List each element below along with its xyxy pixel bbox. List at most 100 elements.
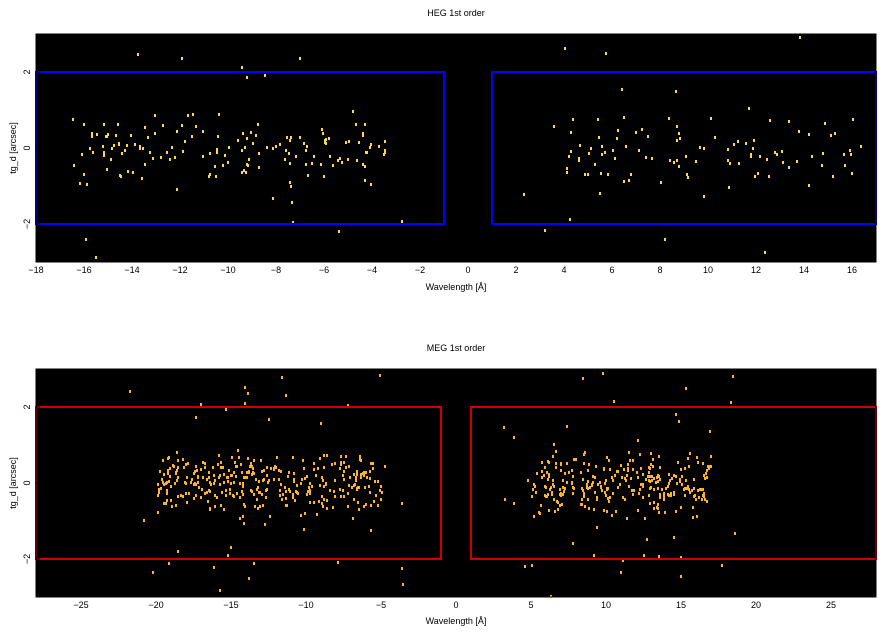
event-point bbox=[356, 487, 358, 490]
event-point bbox=[581, 503, 583, 506]
event-point bbox=[340, 495, 342, 498]
event-point bbox=[614, 157, 616, 160]
event-point bbox=[357, 501, 359, 504]
event-point bbox=[623, 116, 625, 119]
event-point bbox=[384, 140, 386, 143]
event-point bbox=[364, 123, 366, 126]
event-point bbox=[194, 482, 196, 485]
x-tick-label: 12 bbox=[751, 265, 761, 275]
event-point bbox=[348, 465, 350, 468]
event-point bbox=[348, 140, 350, 143]
event-point bbox=[642, 473, 644, 476]
event-point bbox=[213, 482, 215, 485]
event-point bbox=[604, 151, 606, 154]
event-point bbox=[630, 477, 632, 480]
event-point bbox=[834, 132, 836, 135]
event-point bbox=[695, 160, 697, 163]
event-point bbox=[212, 466, 214, 469]
event-point bbox=[581, 498, 583, 501]
event-point bbox=[547, 478, 549, 481]
event-point bbox=[573, 458, 575, 461]
event-point bbox=[72, 118, 74, 121]
event-point bbox=[157, 511, 159, 514]
event-point bbox=[113, 144, 115, 147]
event-point bbox=[568, 471, 570, 474]
event-point bbox=[81, 153, 83, 156]
event-point bbox=[663, 498, 665, 501]
event-point bbox=[208, 471, 210, 474]
event-point bbox=[139, 147, 141, 150]
event-point bbox=[644, 517, 646, 520]
x-tick-label: −14 bbox=[124, 265, 139, 275]
event-point bbox=[587, 469, 589, 472]
event-point bbox=[721, 564, 723, 567]
event-point bbox=[363, 474, 365, 477]
event-point bbox=[643, 554, 645, 557]
x-tick-label: 5 bbox=[528, 600, 533, 610]
event-point bbox=[566, 425, 568, 428]
event-point bbox=[710, 465, 712, 468]
event-point bbox=[843, 153, 845, 156]
event-point bbox=[673, 474, 675, 477]
event-point bbox=[562, 493, 564, 496]
event-point bbox=[601, 489, 603, 492]
event-point bbox=[218, 454, 220, 457]
event-point bbox=[260, 459, 262, 462]
event-point bbox=[229, 488, 231, 491]
event-point bbox=[181, 57, 183, 60]
x-tick-label: 10 bbox=[703, 265, 713, 275]
event-points bbox=[72, 36, 862, 259]
event-point bbox=[384, 465, 386, 468]
event-point bbox=[606, 456, 608, 459]
event-point bbox=[648, 494, 650, 497]
event-point bbox=[285, 504, 287, 507]
event-point bbox=[311, 162, 313, 165]
event-point bbox=[602, 372, 604, 375]
event-point bbox=[345, 466, 347, 469]
event-point bbox=[192, 113, 194, 116]
event-point bbox=[182, 150, 184, 153]
event-point bbox=[166, 151, 168, 154]
event-point bbox=[612, 149, 614, 152]
event-point bbox=[289, 181, 291, 184]
event-point bbox=[601, 153, 603, 156]
event-point bbox=[684, 494, 686, 497]
event-point bbox=[699, 488, 701, 491]
y-tick-label: 2 bbox=[22, 69, 32, 74]
y-tick-label: 2 bbox=[22, 404, 32, 409]
event-point bbox=[218, 113, 220, 116]
event-point bbox=[689, 452, 691, 455]
event-point bbox=[355, 476, 357, 479]
event-point bbox=[252, 467, 254, 470]
event-point bbox=[369, 146, 371, 149]
event-point bbox=[225, 489, 227, 492]
event-point bbox=[319, 484, 321, 487]
event-point bbox=[320, 163, 322, 166]
event-point bbox=[730, 401, 732, 404]
event-point bbox=[129, 390, 131, 393]
event-point bbox=[141, 177, 143, 180]
event-point bbox=[653, 477, 655, 480]
event-point bbox=[675, 413, 677, 416]
event-point bbox=[303, 142, 305, 145]
event-point bbox=[342, 489, 344, 492]
event-point bbox=[594, 163, 596, 166]
event-point bbox=[365, 503, 367, 506]
event-point bbox=[668, 117, 670, 120]
event-point bbox=[132, 171, 134, 174]
event-point bbox=[356, 473, 358, 476]
event-point bbox=[157, 483, 159, 486]
event-point bbox=[648, 471, 650, 474]
event-point bbox=[369, 491, 371, 494]
event-point bbox=[738, 162, 740, 165]
event-point bbox=[701, 498, 703, 501]
event-point bbox=[757, 172, 759, 175]
event-point bbox=[627, 469, 629, 472]
event-point bbox=[650, 463, 652, 466]
event-point bbox=[671, 477, 673, 480]
event-point bbox=[261, 470, 263, 473]
event-point bbox=[293, 480, 295, 483]
event-point bbox=[209, 481, 211, 484]
event-point bbox=[256, 488, 258, 491]
